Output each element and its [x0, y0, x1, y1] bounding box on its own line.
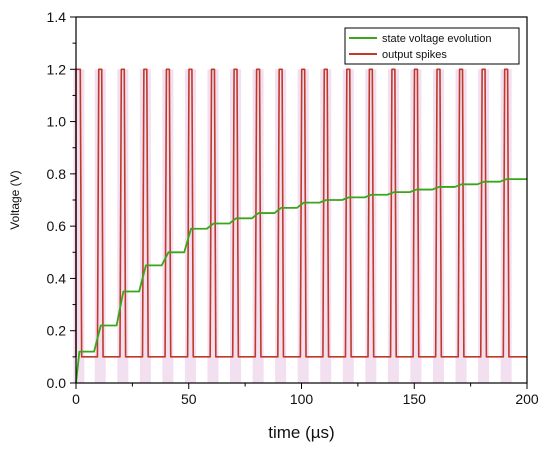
x-axis-label: time (µs) — [268, 423, 334, 442]
spike-shade-band — [252, 69, 264, 384]
y-tick-label: 1.0 — [47, 114, 67, 130]
spike-shade-band — [478, 69, 490, 384]
y-tick-label: 0.0 — [47, 375, 67, 391]
output-spikes-line — [75, 68, 527, 358]
spike-shade-band — [275, 69, 287, 384]
y-tick-label: 0.8 — [47, 166, 67, 182]
spike-shade-band — [184, 69, 196, 384]
y-tick-label: 0.4 — [47, 270, 67, 286]
spike-shade-band — [342, 69, 354, 384]
spike-shade-band — [387, 69, 399, 384]
y-tick-label: 1.4 — [47, 9, 67, 25]
axis-ticks — [70, 16, 528, 389]
spike-shade-band — [365, 69, 377, 384]
spike-shade-band — [162, 69, 174, 384]
state-voltage-line — [75, 178, 527, 384]
spike-shade-band — [94, 69, 106, 384]
legend-box — [344, 27, 520, 65]
spike-shade-band — [139, 69, 151, 384]
x-tick-label: 50 — [181, 391, 197, 407]
spike-shade-band — [297, 69, 309, 384]
spike-shading — [73, 69, 512, 384]
spike-shade-band — [410, 69, 422, 384]
spike-shade-band — [432, 69, 445, 384]
spike-shade-band — [320, 69, 332, 384]
y-tick-label: 0.6 — [47, 218, 67, 234]
spike-shade-band — [207, 69, 219, 384]
legend-label-output-spikes: output spikes — [382, 49, 447, 61]
spike-shade-band — [117, 69, 129, 384]
x-tick-label: 200 — [515, 391, 539, 407]
y-axis-label: Voltage (V) — [8, 170, 22, 229]
y-tick-label: 1.2 — [47, 61, 67, 77]
y-tick-label: 0.2 — [47, 323, 67, 339]
x-tick-label: 100 — [290, 391, 314, 407]
spike-shade-band — [500, 69, 512, 384]
legend-label-state-voltage: state voltage evolution — [382, 33, 491, 45]
tick-labels: 0 50 100 150 200 0.0 0.2 0.4 0.6 0.8 1.0 1.2 1.4 — [47, 9, 539, 407]
series-lines — [75, 68, 527, 384]
x-tick-label: 150 — [403, 391, 427, 407]
x-tick-label: 0 — [72, 391, 80, 407]
spike-shade-band — [230, 69, 242, 384]
legend: state voltage evolution output spikes — [344, 27, 520, 65]
spike-shade-band — [455, 69, 467, 384]
spike-shade-band — [73, 69, 85, 384]
